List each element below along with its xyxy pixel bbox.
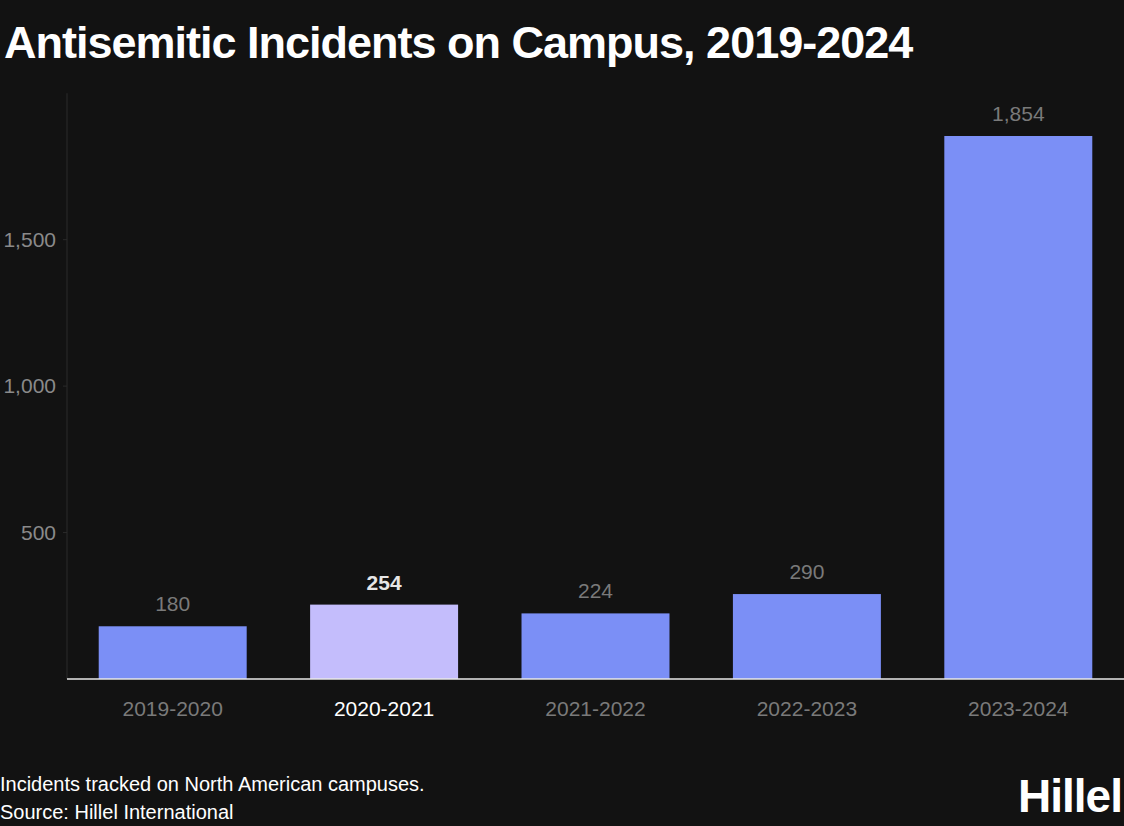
y-tick-label: 500 [21,521,56,544]
baseline [67,678,1124,680]
data-label: 224 [578,579,613,602]
data-label: 254 [367,571,402,594]
x-tick-label: 2023-2024 [968,697,1069,720]
y-tick-label: 1,500 [3,228,56,251]
bar [310,605,458,679]
data-label: 180 [155,592,190,615]
title: Antisemitic Incidents on Campus, 2019-20… [4,17,913,68]
tick-mark [63,239,67,240]
bars [99,136,1093,679]
x-tick-label: 2020-2021 [334,697,434,720]
x-tick-label: 2022-2023 [757,697,857,720]
bar [522,613,670,679]
bar [733,594,881,679]
data-label: 1,854 [992,102,1045,125]
background [0,0,1124,826]
logo: Hillel [1018,770,1122,822]
y-tick-label: 1,000 [3,374,56,397]
source: Source: Hillel International [0,801,233,823]
chart: Antisemitic Incidents on Campus, 2019-20… [0,0,1124,826]
tick-mark [63,386,67,387]
data-label: 290 [789,560,824,583]
x-tick-label: 2019-2020 [122,697,222,720]
bar [99,626,247,679]
bar [944,136,1092,679]
x-tick-label: 2021-2022 [545,697,645,720]
tick-mark [63,532,67,533]
note: Incidents tracked on North American camp… [0,773,425,795]
